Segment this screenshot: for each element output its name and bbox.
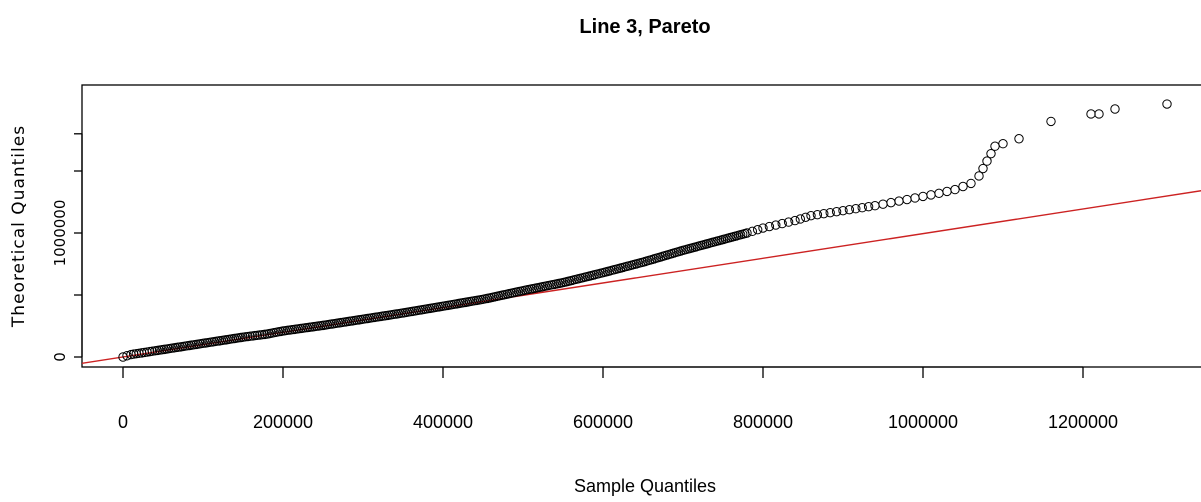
data-point xyxy=(986,148,996,159)
data-point xyxy=(1046,116,1056,127)
data-point xyxy=(764,221,775,232)
x-tick-label: 200000 xyxy=(253,412,313,432)
x-tick-label: 600000 xyxy=(573,412,633,432)
data-point xyxy=(926,190,936,200)
x-tick-label: 800000 xyxy=(733,412,793,432)
x-axis-label: Sample Quantiles xyxy=(574,476,716,496)
data-point xyxy=(819,208,829,219)
data-point xyxy=(800,212,811,222)
data-point xyxy=(122,351,132,361)
y-axis-label: Theoretical Quantiles xyxy=(9,125,29,328)
data-point xyxy=(1094,109,1104,119)
data-point xyxy=(870,201,880,211)
data-point xyxy=(783,217,794,227)
data-point xyxy=(1162,99,1172,109)
data-point xyxy=(998,139,1008,149)
data-point xyxy=(1014,134,1024,144)
chart-title: Line 3, Pareto xyxy=(579,16,710,38)
data-point xyxy=(1086,109,1096,119)
data-point xyxy=(857,203,867,213)
data-point xyxy=(831,206,842,217)
x-tick-label: 1200000 xyxy=(1048,412,1118,432)
data-point xyxy=(844,204,855,215)
data-point xyxy=(974,171,984,181)
data-point xyxy=(910,193,920,203)
data-point xyxy=(790,215,800,226)
y-tick-label: 1000000 xyxy=(51,200,69,267)
data-point xyxy=(878,199,888,209)
data-point xyxy=(758,223,768,233)
data-point xyxy=(958,181,968,192)
data-point xyxy=(771,220,781,230)
data-point xyxy=(886,197,896,208)
data-point xyxy=(747,226,758,237)
y-tick-label: 0 xyxy=(51,352,69,362)
data-point xyxy=(918,191,928,202)
data-point xyxy=(812,209,823,220)
data-point xyxy=(1110,104,1120,114)
data-point xyxy=(978,163,988,174)
x-tick-label: 0 xyxy=(118,412,128,432)
data-point xyxy=(902,194,912,205)
data-point xyxy=(806,210,816,221)
plot-frame xyxy=(81,84,1201,368)
data-point xyxy=(990,141,1000,151)
data-point xyxy=(752,224,763,235)
data-point xyxy=(777,218,787,229)
data-point xyxy=(851,204,861,214)
data-point xyxy=(795,214,806,224)
data-point xyxy=(950,184,960,195)
x-tick-label: 400000 xyxy=(413,412,473,432)
data-point xyxy=(742,228,752,238)
x-axis: 0 200000 400000 600000 800000 1000000 1200000 xyxy=(118,366,1118,432)
data-points xyxy=(118,99,1172,362)
data-point xyxy=(942,186,952,197)
x-tick-label: 1000000 xyxy=(888,412,958,432)
data-point xyxy=(982,156,992,166)
data-point xyxy=(825,207,835,218)
data-point xyxy=(894,196,904,206)
data-point xyxy=(838,205,848,216)
data-point xyxy=(863,202,874,212)
data-point xyxy=(966,178,976,189)
data-point xyxy=(934,188,944,199)
y-axis: 0 1000000 xyxy=(51,133,83,362)
